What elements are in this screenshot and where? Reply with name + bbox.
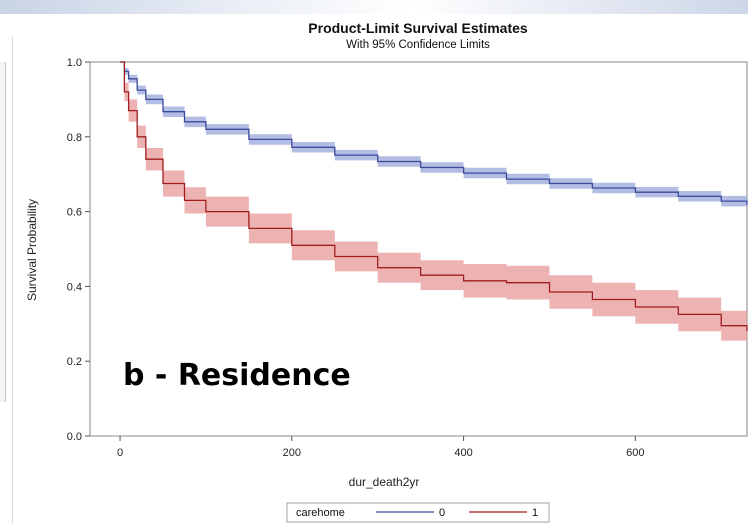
legend-title: carehome bbox=[296, 507, 345, 519]
y-tick-label-2: 0.4 bbox=[67, 281, 82, 293]
y-tick-label-0: 0.0 bbox=[67, 431, 82, 443]
x-tick-label-0: 0 bbox=[117, 447, 123, 459]
legend-entry-1: 1 bbox=[532, 507, 538, 519]
y-tick-label-1: 0.2 bbox=[67, 356, 82, 368]
confidence-band-1 bbox=[120, 62, 748, 345]
survival-line-0 bbox=[120, 61, 748, 205]
y-tick-label-5: 1.0 bbox=[67, 57, 82, 69]
x-axis-label: dur_death2yr bbox=[349, 475, 420, 489]
y-tick-label-4: 0.8 bbox=[67, 132, 82, 144]
y-axis-label: Survival Probability bbox=[25, 199, 39, 301]
survival-line-1 bbox=[120, 61, 748, 332]
panel-annotation: b - Residence bbox=[123, 358, 351, 393]
x-tick-label-1: 200 bbox=[283, 447, 301, 459]
plot-area: 0 200 400 600 0.0 0.2 0.4 0.6 0.8 1.0 bbox=[67, 57, 748, 459]
background-band bbox=[0, 0, 748, 14]
chart-title: Product-Limit Survival Estimates bbox=[308, 20, 528, 36]
left-panel-edge bbox=[0, 62, 6, 402]
chart-subtitle: With 95% Confidence Limits bbox=[346, 39, 490, 51]
x-tick-label-2: 400 bbox=[454, 447, 472, 459]
left-divider bbox=[12, 36, 13, 523]
plot-frame bbox=[89, 61, 748, 437]
legend-entry-0: 0 bbox=[439, 507, 445, 519]
x-tick-label-3: 600 bbox=[626, 447, 644, 459]
confidence-band-0 bbox=[120, 62, 748, 211]
y-tick-label-3: 0.6 bbox=[67, 207, 82, 219]
legend: carehome 0 1 bbox=[286, 502, 550, 523]
